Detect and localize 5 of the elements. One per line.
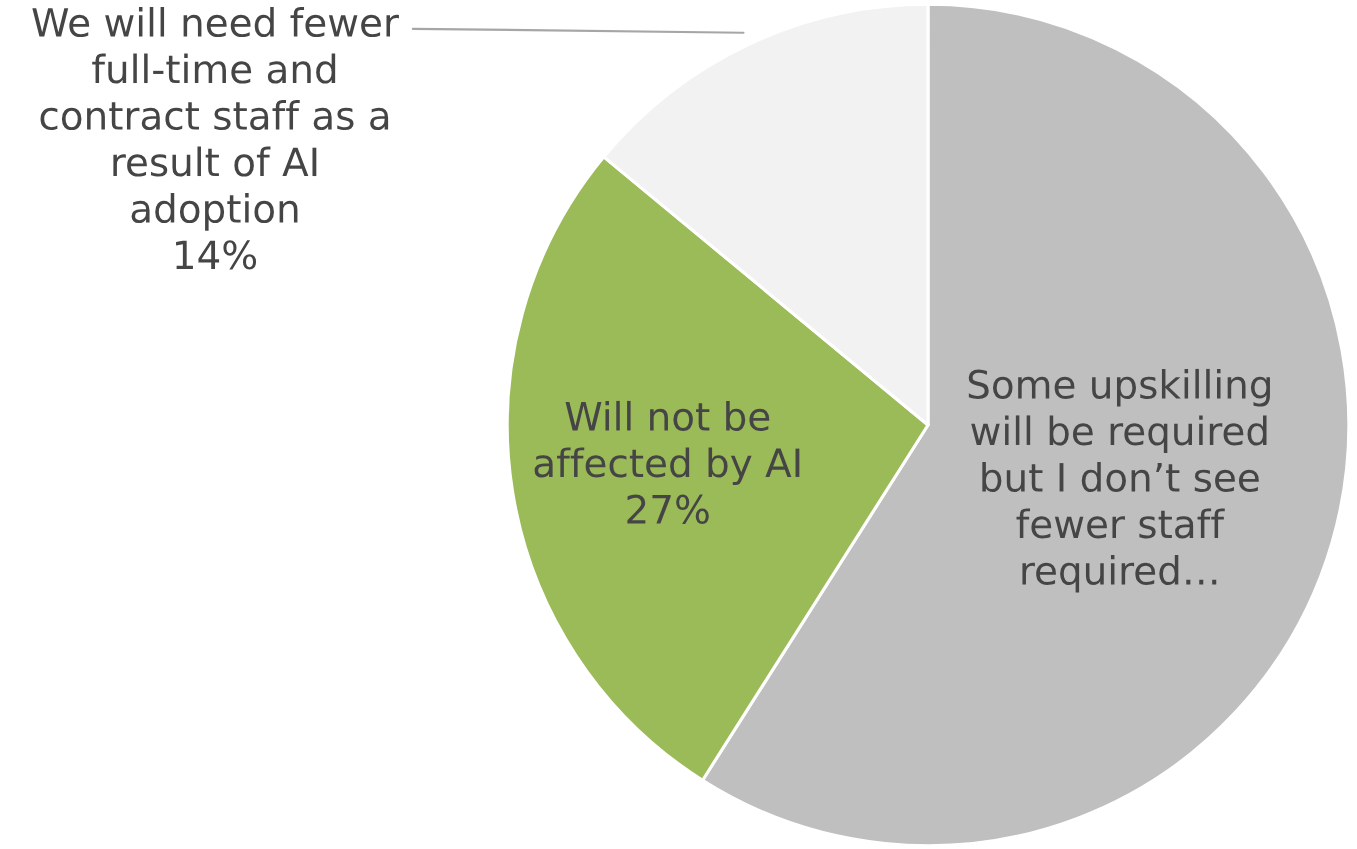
slice-label: We will need fewer full-time and contract staff as a result of AI adoption — [32, 7, 399, 231]
slice-label: Will not be affected by AI — [534, 400, 800, 486]
slice-label: Some upskilling will be required but I don’t see fewer staff required… — [968, 368, 1270, 593]
data-label: 27% — [627, 494, 709, 525]
data-label: 14% — [176, 240, 257, 270]
